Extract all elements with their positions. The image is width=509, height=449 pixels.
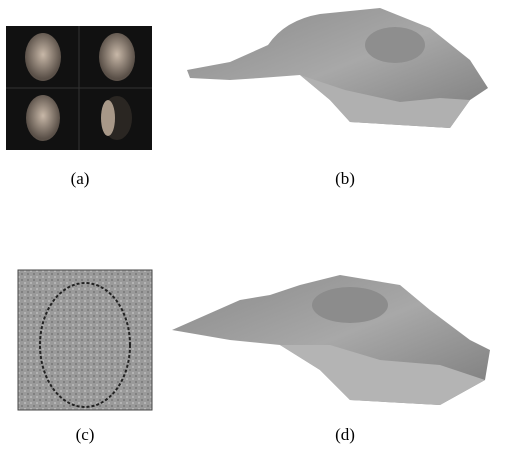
figure: (a) (b) (c) (d) <box>0 0 509 449</box>
surface-plot <box>172 275 490 405</box>
panel-label: (c) <box>76 425 95 444</box>
residual-image <box>18 270 152 410</box>
surface-plot <box>187 8 488 128</box>
panel-label: (d) <box>335 425 355 444</box>
panel-label: (a) <box>71 169 90 188</box>
panel-label: (b) <box>335 169 355 188</box>
face-images <box>6 26 152 150</box>
